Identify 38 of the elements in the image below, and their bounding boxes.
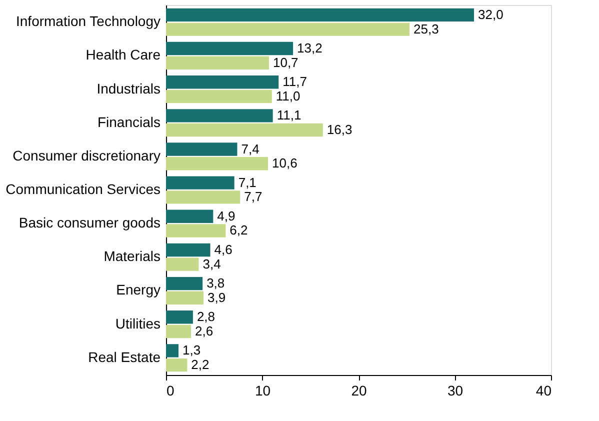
y-tick-label: Materials (104, 248, 160, 264)
y-tick-label: Utilities (115, 315, 160, 332)
data-label: 11,1 (276, 108, 302, 123)
x-tick-label: 0 (166, 382, 174, 398)
x-tick-label: 10 (254, 382, 271, 398)
data-label: 4,6 (214, 242, 232, 257)
data-label: 10,6 (272, 156, 298, 171)
data-label: 11,0 (276, 88, 300, 104)
data-label: 2,2 (191, 357, 210, 372)
data-label: 13,2 (297, 40, 322, 56)
data-label: 7,7 (244, 189, 262, 204)
y-tick-label: Information Technology (16, 13, 160, 30)
y-tick-label: Financials (97, 114, 160, 130)
data-label: 4,9 (217, 208, 236, 224)
data-label: 16,3 (326, 122, 352, 138)
y-tick-label: Real Estate (88, 348, 161, 365)
data-label: 3,9 (208, 290, 226, 305)
x-tick-label: 20 (351, 382, 367, 398)
data-label: 7,1 (238, 174, 256, 190)
data-label: 10,7 (272, 54, 298, 70)
x-tick-label: 40 (536, 382, 552, 398)
y-tick-label: Consumer discretionary (12, 147, 160, 164)
data-label: 3,4 (202, 256, 221, 272)
y-tick-label: Health Care (86, 46, 161, 63)
data-label: 25,3 (414, 21, 439, 36)
data-label: 3,8 (206, 276, 225, 291)
y-tick-label: Industrials (96, 80, 160, 96)
y-tick-label: Communication Services (6, 181, 160, 197)
data-label: 7,4 (241, 141, 260, 156)
y-tick-label: Basic consumer goods (18, 214, 160, 231)
data-label: 6,2 (230, 222, 248, 238)
data-label: 2,6 (195, 323, 214, 338)
y-tick-label: Energy (116, 282, 160, 298)
data-label: 32,0 (478, 6, 504, 22)
data-label: 2,8 (196, 309, 216, 324)
data-label: 1,3 (182, 342, 201, 358)
x-tick-label: 30 (447, 382, 464, 398)
data-label: 11,7 (282, 74, 307, 90)
